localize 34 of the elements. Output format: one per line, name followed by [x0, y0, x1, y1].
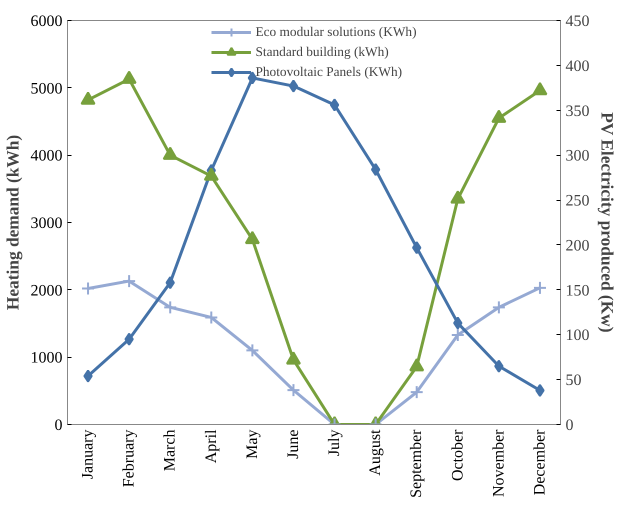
- y2-tick-label: 300: [566, 148, 590, 165]
- y-axis-title: Heating demand (kWh): [4, 134, 22, 310]
- x-tick-label: July: [326, 430, 344, 456]
- y-tick-label: 6000: [30, 13, 62, 30]
- y-tick-label: 2000: [30, 282, 62, 300]
- y-tick-label: 1000: [30, 350, 62, 367]
- legend-label: Standard building (kWh): [255, 44, 389, 60]
- y2-tick-label: 200: [566, 237, 590, 254]
- y-tick-label: 4000: [30, 148, 62, 165]
- y2-tick-label: 150: [566, 282, 590, 300]
- x-tick-label: June: [284, 430, 302, 459]
- y2-axis-title: PV Electricity produced (Kw): [598, 112, 616, 333]
- legend-label: Eco modular solutions (KWh): [255, 24, 417, 40]
- x-tick-label: March: [162, 429, 179, 472]
- y2-tick-label: 100: [566, 327, 590, 344]
- y2-tick-label: 0: [566, 417, 574, 434]
- legend-label: Photovoltaic Panels (KWh): [255, 64, 402, 80]
- x-tick-label: December: [531, 428, 548, 496]
- y2-tick-label: 50: [566, 372, 582, 390]
- x-tick-label: October: [449, 428, 466, 482]
- y2-tick-label: 400: [566, 58, 590, 75]
- y-tick-label: 0: [54, 417, 62, 434]
- x-tick-label: February: [120, 429, 138, 488]
- x-tick-label: May: [244, 430, 261, 459]
- y2-tick-label: 350: [566, 102, 590, 120]
- x-tick-label: April: [202, 428, 220, 464]
- x-tick-label: September: [408, 428, 426, 498]
- x-tick-label: August: [367, 428, 384, 476]
- x-tick-label: November: [490, 428, 508, 498]
- y2-tick-label: 450: [566, 13, 590, 30]
- y-tick-label: 5000: [30, 80, 62, 98]
- x-tick-label: January: [80, 429, 97, 480]
- y-tick-label: 3000: [30, 215, 62, 232]
- y2-tick-label: 250: [566, 192, 590, 210]
